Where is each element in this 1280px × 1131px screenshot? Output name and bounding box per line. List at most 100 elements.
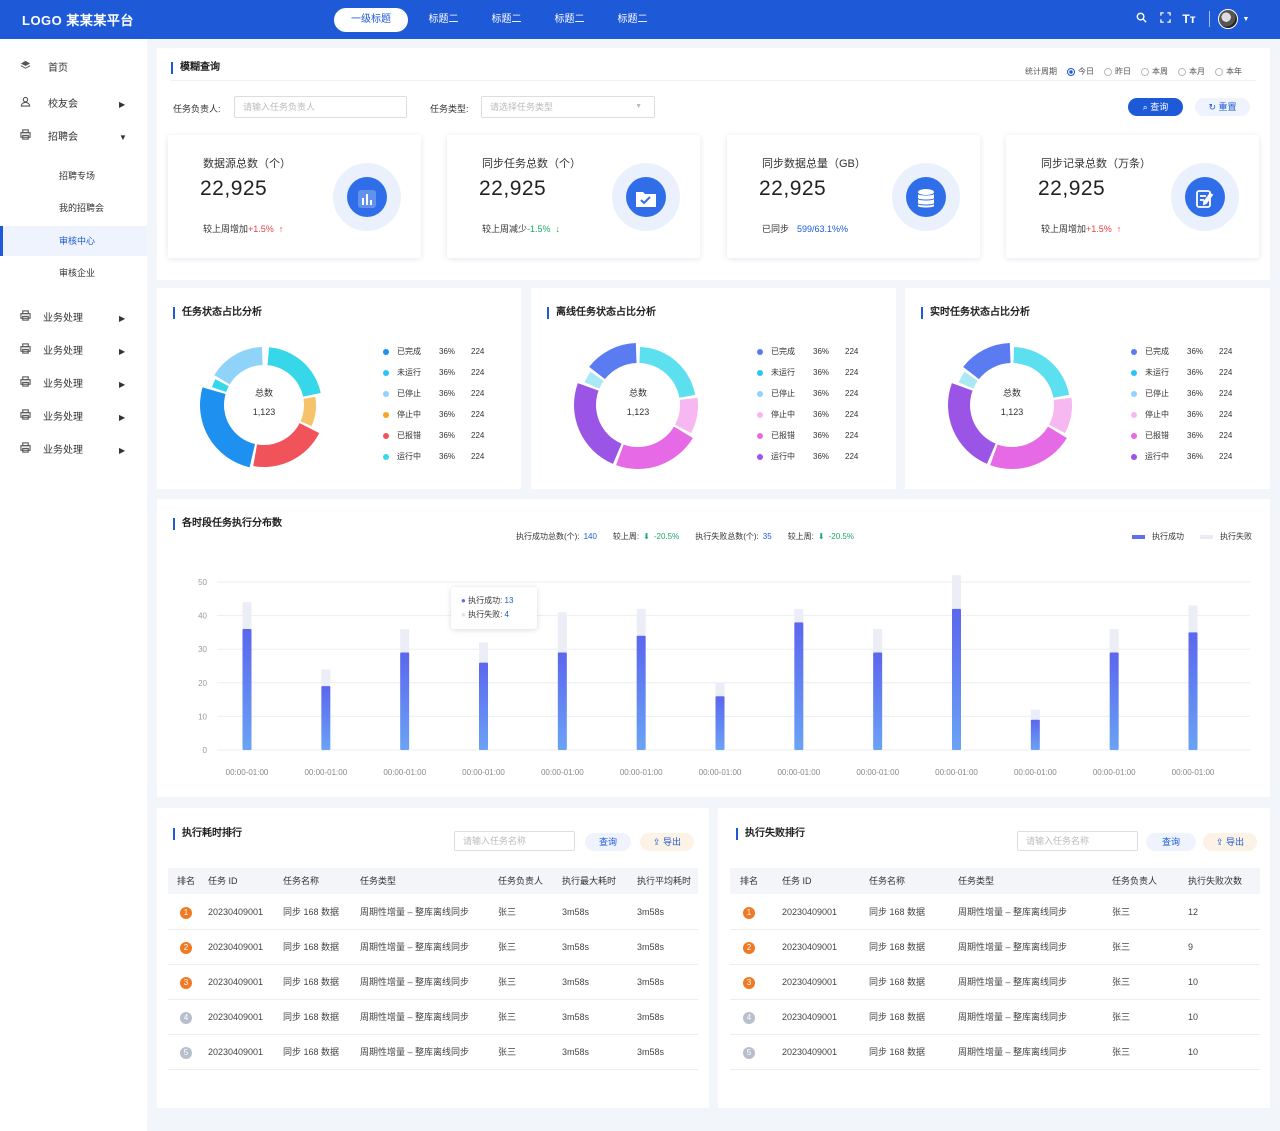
stat-foot-label: 较上周增加 [203, 224, 249, 234]
legend-count: 224 [471, 389, 485, 398]
table-row[interactable]: 3 20230409001 同步 168 数据 周期性增量 – 整库离线同步 张三 3m5… [168, 965, 698, 1000]
font-size-icon[interactable]: Tт [1182, 12, 1196, 26]
legend-count: 224 [471, 347, 485, 356]
success-total-label: 执行成功总数(个): [516, 532, 580, 541]
legend-name: 已完成 [397, 347, 421, 356]
sidebar-item-home[interactable]: 首页 [0, 54, 147, 84]
chevron-right-icon: ▶ [119, 100, 126, 109]
legend-row: 停止中 36% 224 [383, 404, 484, 425]
cell-max: 3m58s [562, 1012, 590, 1022]
fullscreen-icon[interactable] [1153, 12, 1177, 26]
rank-search-button[interactable]: 查询 [1146, 833, 1196, 851]
database-icon [906, 177, 946, 217]
y-tick-label: 40 [198, 612, 207, 621]
chart-legend: 执行成功 执行失败 [1132, 531, 1256, 542]
sidebar-item-jobfair[interactable]: 招聘会 ▼ [0, 123, 147, 153]
sidebar-item-label: 招聘会 [48, 132, 78, 143]
period-radio[interactable]: 今日 [1067, 66, 1094, 77]
cell-owner: 张三 [498, 942, 517, 952]
owner-input[interactable]: 请输入任务负责人 [234, 96, 407, 118]
rank-search-button[interactable]: 查询 [585, 833, 631, 851]
legend-name: 停止中 [771, 410, 795, 419]
legend-name: 已报错 [771, 431, 795, 440]
table-row[interactable]: 2 20230409001 同步 168 数据 周期性增量 – 整库离线同步 张三 9 [730, 930, 1260, 965]
success-total-value: 140 [583, 532, 597, 541]
chevron-right-icon: ▶ [119, 380, 126, 389]
donut-slice [200, 387, 256, 468]
type-select[interactable]: 请选择任务类型 ▼ [481, 96, 655, 118]
sidebar-item-business[interactable]: 业务处理 ▶ [0, 337, 147, 367]
table-row[interactable]: 5 20230409001 同步 168 数据 周期性增量 – 整库离线同步 张三 10 [730, 1035, 1260, 1070]
reset-button[interactable]: ↻ 重置 [1195, 98, 1250, 116]
stat-card: 同步数据总量（GB） 22,925 已同步 599/63.1%% [727, 135, 980, 258]
sidebar-item-business[interactable]: 业务处理 ▶ [0, 436, 147, 466]
nav-tab-primary[interactable]: 一级标题 [334, 8, 408, 32]
task-name-search-input[interactable]: 请输入任务名称 [454, 831, 575, 851]
donut-slice [639, 347, 696, 398]
period-radio[interactable]: 本周 [1141, 66, 1168, 77]
legend-dot [757, 453, 763, 460]
y-tick-label: 30 [198, 645, 207, 654]
stat-foot-label: 较上周增加 [1041, 224, 1087, 234]
legend-name: 运行中 [771, 452, 795, 461]
fail-total-label: 执行失败总数(个): [695, 532, 759, 541]
sidebar-item-business[interactable]: 业务处理 ▶ [0, 403, 147, 433]
stat-foot-value: -1.5% [527, 224, 551, 234]
legend-row: 已完成 36% 224 [1131, 341, 1232, 362]
nav-tabs: 一级标题 标题二 标题二 标题二 标题二 [334, 8, 664, 32]
bar-fail [715, 682, 725, 697]
table-row[interactable]: 3 20230409001 同步 168 数据 周期性增量 – 整库离线同步 张三 10 [730, 965, 1260, 1000]
search-icon[interactable] [1129, 12, 1153, 26]
column-header: 任务负责人 [498, 876, 544, 886]
legend-row: 未运行 36% 224 [383, 362, 484, 383]
donut-slice [1013, 347, 1070, 398]
table-row[interactable]: 5 20230409001 同步 168 数据 周期性增量 – 整库离线同步 张三 3m5… [168, 1035, 698, 1070]
donut-center-label: 总数 [1002, 388, 1021, 398]
period-radio[interactable]: 本月 [1178, 66, 1205, 77]
nav-tab[interactable]: 标题二 [428, 14, 459, 25]
sidebar-subitem[interactable]: 我的招聘会 [59, 203, 105, 213]
table-row[interactable]: 1 20230409001 同步 168 数据 周期性增量 – 整库离线同步 张三 12 [730, 895, 1260, 930]
legend-name: 已停止 [771, 389, 795, 398]
legend-row: 已停止 36% 224 [1131, 383, 1232, 404]
layers-icon [20, 54, 31, 84]
owner-label: 任务负责人: [173, 104, 221, 114]
export-button[interactable]: ⇪ 导出 [640, 833, 694, 851]
export-button[interactable]: ⇪ 导出 [1203, 833, 1257, 851]
sidebar-item-business[interactable]: 业务处理 ▶ [0, 370, 147, 400]
sidebar-item-alumni[interactable]: 校友会 ▶ [0, 90, 147, 120]
task-name-search-input[interactable]: 请输入任务名称 [1017, 831, 1138, 851]
chevron-down-icon[interactable]: ▼ [1242, 15, 1250, 23]
trend-down-icon: ↓ [555, 224, 561, 234]
column-header: 任务 ID [208, 876, 238, 886]
nav-tab[interactable]: 标题二 [617, 14, 648, 25]
sidebar-item-business[interactable]: 业务处理 ▶ [0, 304, 147, 334]
donut-slice [675, 397, 698, 434]
legend-percent: 36% [1187, 410, 1204, 419]
donut-slice [300, 396, 316, 427]
column-header: 任务名称 [869, 876, 906, 886]
period-radio[interactable]: 昨日 [1104, 66, 1131, 77]
table-row[interactable]: 4 20230409001 同步 168 数据 周期性增量 – 整库离线同步 张三 10 [730, 1000, 1260, 1035]
table-row[interactable]: 2 20230409001 同步 168 数据 周期性增量 – 整库离线同步 张三 3m5… [168, 930, 698, 965]
sidebar-subitem[interactable]: 招聘专场 [59, 171, 96, 181]
bar-success [1109, 652, 1119, 750]
cell-id: 20230409001 [782, 907, 838, 917]
column-header: 排名 [177, 876, 196, 886]
sidebar-subitem-active[interactable]: 审核中心 [0, 226, 147, 256]
x-tick-label: 00:00-01:00 [935, 768, 978, 777]
legend-count: 224 [845, 431, 859, 440]
sidebar-subitem[interactable]: 审核企业 [59, 268, 96, 278]
nav-tab[interactable]: 标题二 [491, 14, 522, 25]
cell-owner: 张三 [1112, 907, 1131, 917]
period-radio[interactable]: 本年 [1215, 66, 1242, 77]
fail-total-value: 35 [762, 532, 772, 541]
avatar[interactable] [1218, 9, 1238, 29]
search-button[interactable]: ⌕ 查询 [1128, 98, 1183, 116]
table-row[interactable]: 4 20230409001 同步 168 数据 周期性增量 – 整库离线同步 张三 3m5… [168, 1000, 698, 1035]
nav-tab[interactable]: 标题二 [554, 14, 585, 25]
legend-count: 224 [471, 452, 485, 461]
table-row[interactable]: 1 20230409001 同步 168 数据 周期性增量 – 整库离线同步 张三 3m5… [168, 895, 698, 930]
bar-success [400, 652, 410, 750]
printer-icon [20, 304, 31, 334]
